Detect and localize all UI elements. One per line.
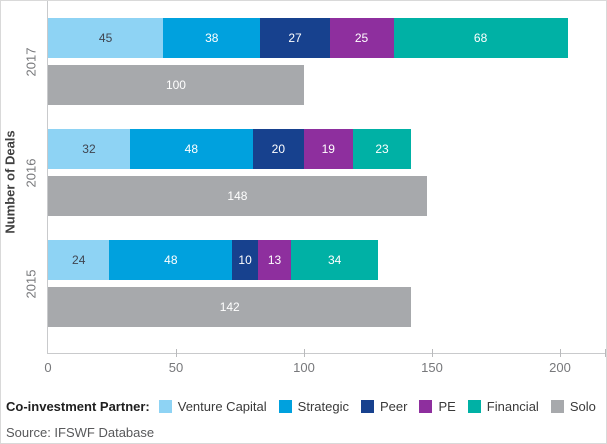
legend-swatch-icon	[158, 399, 172, 413]
bar-segment-solo: 100	[48, 65, 304, 105]
legend-items: Venture Capital Strategic Peer PE Financial S…	[158, 398, 606, 414]
y-axis-category-label: 2017	[23, 47, 39, 76]
bar-segment-solo: 142	[48, 287, 412, 327]
bar-value-label: 34	[327, 253, 342, 267]
bar-segment-venture-capital: 24	[48, 240, 110, 280]
bar-value-label: 100	[165, 78, 186, 92]
bar-value-label: 10	[238, 253, 252, 267]
legend-item-solo: Solo	[550, 398, 596, 414]
y-axis-category-label: 2015	[23, 269, 39, 298]
bar-value-label: 148	[227, 189, 248, 203]
bar-segment-venture-capital: 45	[48, 18, 164, 58]
x-axis-tick-label: 0	[44, 360, 52, 375]
bar-segment-strategic: 38	[163, 18, 261, 58]
bar-value-label: 23	[375, 142, 389, 156]
bar-value-label: 48	[164, 253, 178, 267]
bar-value-label: 25	[354, 31, 369, 45]
legend-item-venture-capital: Venture Capital	[158, 398, 267, 414]
legend-item-label: Venture Capital	[177, 398, 267, 414]
bar-segment-financial: 34	[291, 240, 379, 280]
x-axis-tick	[432, 349, 433, 357]
legend-item-label: PE	[438, 398, 456, 414]
bar-value-label: 19	[321, 142, 335, 156]
bar-value-label: 68	[473, 31, 488, 45]
legend-swatch-icon	[360, 399, 374, 413]
legend-swatch-icon	[278, 399, 292, 413]
bar-value-label: 48	[184, 142, 199, 156]
bar-segment-financial: 68	[393, 18, 568, 58]
bar-segment-pe: 13	[257, 240, 292, 280]
y-axis-title: Number of Deals	[2, 130, 18, 234]
bar-segment-strategic: 48	[129, 129, 253, 169]
plot-area: 0 50 100 150 200 45 38 27 25 68 100 2017 32 48 20 19 23 1…	[24, 1, 606, 375]
legend-item-financial: Financial	[467, 398, 539, 414]
bar-segment-solo: 148	[48, 176, 427, 216]
y-axis-category-label: 2016	[23, 158, 39, 187]
x-axis-tick	[304, 349, 305, 357]
legend-item-label: Strategic	[297, 398, 349, 414]
bar-value-label: 27	[288, 31, 302, 45]
bar-value-label: 24	[72, 253, 86, 267]
x-axis-tick	[176, 349, 177, 357]
legend-item-pe: PE	[419, 398, 456, 414]
chart-legend: Co-investment Partner: Venture Capital St…	[6, 397, 606, 415]
bar-segment-venture-capital: 32	[48, 129, 130, 169]
legend-item-peer: Peer	[360, 398, 408, 414]
bar-segment-strategic: 48	[109, 240, 233, 280]
bar-segment-peer: 10	[232, 240, 258, 280]
legend-item-strategic: Strategic	[278, 398, 349, 414]
bar-value-label: 32	[82, 142, 96, 156]
legend-swatch-icon	[467, 399, 481, 413]
legend-item-label: Solo	[569, 398, 596, 414]
legend-swatch-icon	[419, 399, 433, 413]
bar-value-label: 13	[267, 253, 282, 267]
legend-item-label: Peer	[379, 398, 408, 414]
bar-segment-pe: 25	[329, 18, 394, 58]
x-axis-tick-label: 50	[168, 360, 184, 375]
x-axis-end-tick	[605, 349, 606, 357]
bar-segment-peer: 20	[252, 129, 304, 169]
bar-value-label: 20	[271, 142, 286, 156]
bar-value-label: 38	[205, 31, 219, 45]
legend-title: Co-investment Partner:	[6, 398, 150, 414]
x-axis-tick	[560, 349, 561, 357]
legend-swatch-icon	[550, 399, 564, 413]
bar-segment-pe: 19	[303, 129, 353, 169]
x-axis-tick-label: 150	[421, 360, 443, 375]
legend-item-label: Financial	[486, 398, 539, 414]
bar-segment-peer: 27	[260, 18, 330, 58]
source-note: Source: IFSWF Database	[6, 425, 155, 440]
x-axis-tick-label: 200	[549, 360, 571, 375]
x-axis-tick-label: 100	[293, 360, 315, 375]
bar-value-label: 45	[98, 31, 113, 45]
bar-segment-financial: 23	[352, 129, 412, 169]
bar-value-label: 142	[219, 300, 240, 314]
